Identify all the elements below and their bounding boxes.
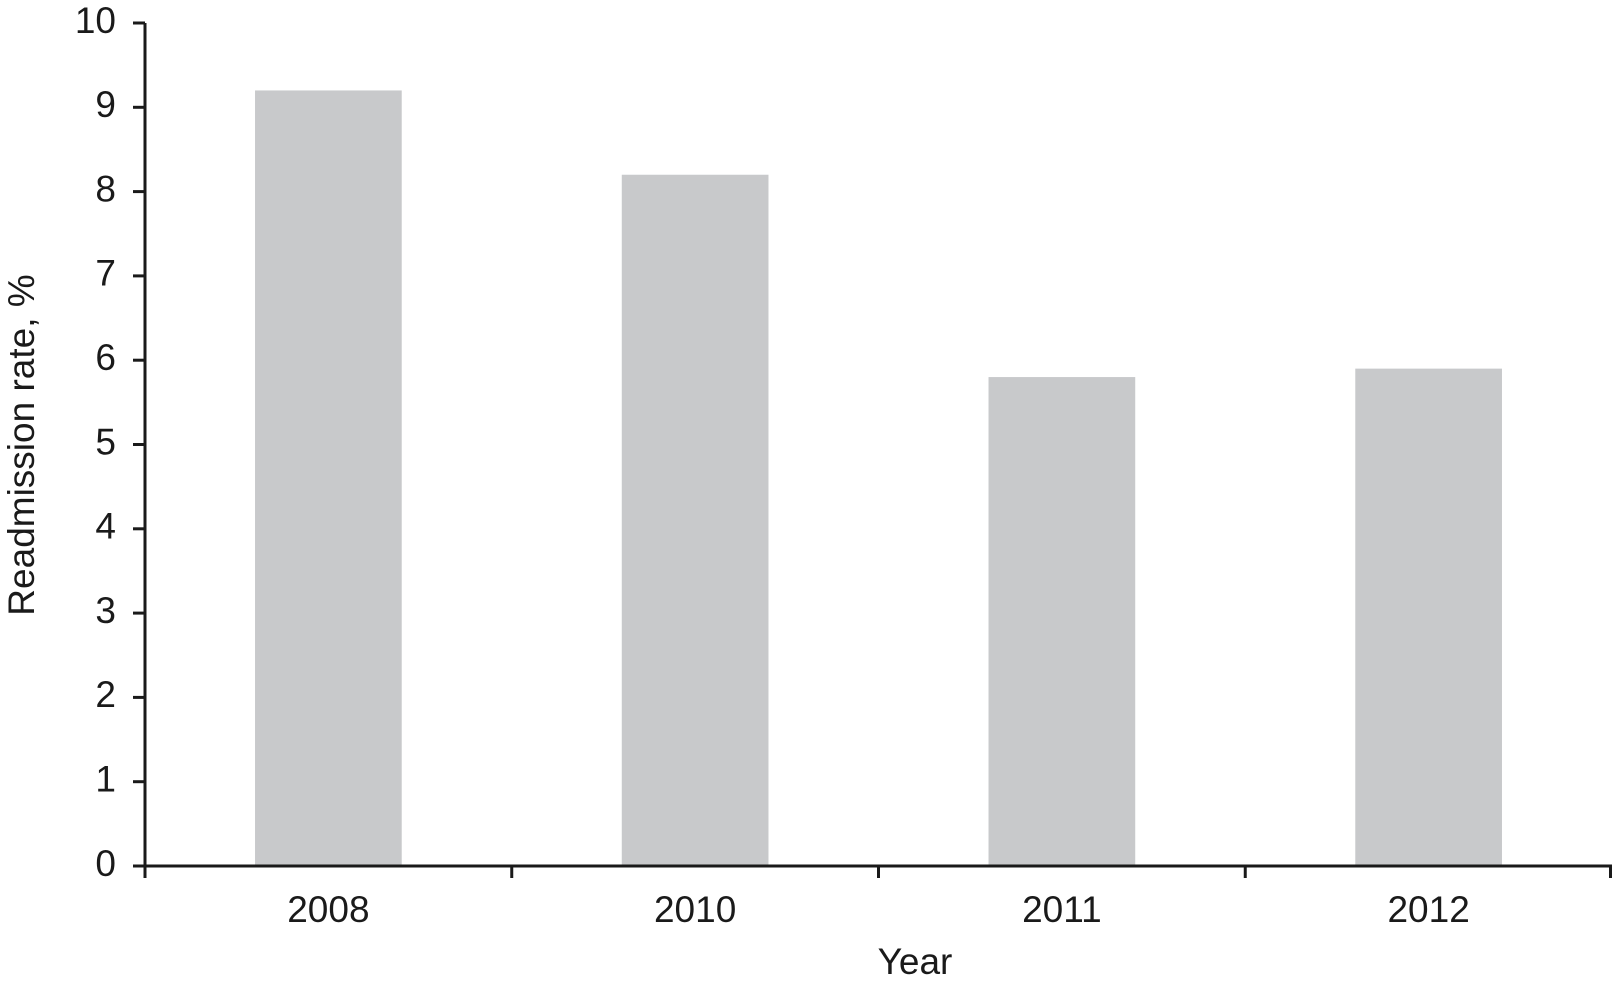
bar — [1355, 368, 1502, 866]
y-tick-label: 7 — [95, 253, 116, 294]
y-tick-label: 0 — [95, 843, 116, 884]
x-tick-label: 2008 — [287, 889, 369, 930]
y-tick-label: 1 — [95, 758, 116, 799]
y-tick-label: 2 — [95, 674, 116, 715]
bar — [621, 174, 769, 867]
y-tick-label: 8 — [95, 168, 116, 209]
y-tick-label: 5 — [95, 421, 116, 462]
y-tick-label: 9 — [95, 84, 116, 125]
y-tick-label: 3 — [95, 590, 116, 631]
y-tick-label: 6 — [95, 337, 116, 378]
x-tick-label: 2011 — [1022, 889, 1102, 930]
bar — [255, 90, 402, 866]
y-axis-title: Readmission rate, % — [1, 274, 42, 615]
y-tick-label: 4 — [95, 506, 116, 547]
bar — [988, 377, 1136, 866]
y-tick-label: 10 — [75, 0, 116, 41]
x-tick-label: 2012 — [1387, 889, 1469, 930]
x-axis-title: Year — [878, 941, 953, 982]
x-tick-label: 2010 — [654, 889, 736, 930]
